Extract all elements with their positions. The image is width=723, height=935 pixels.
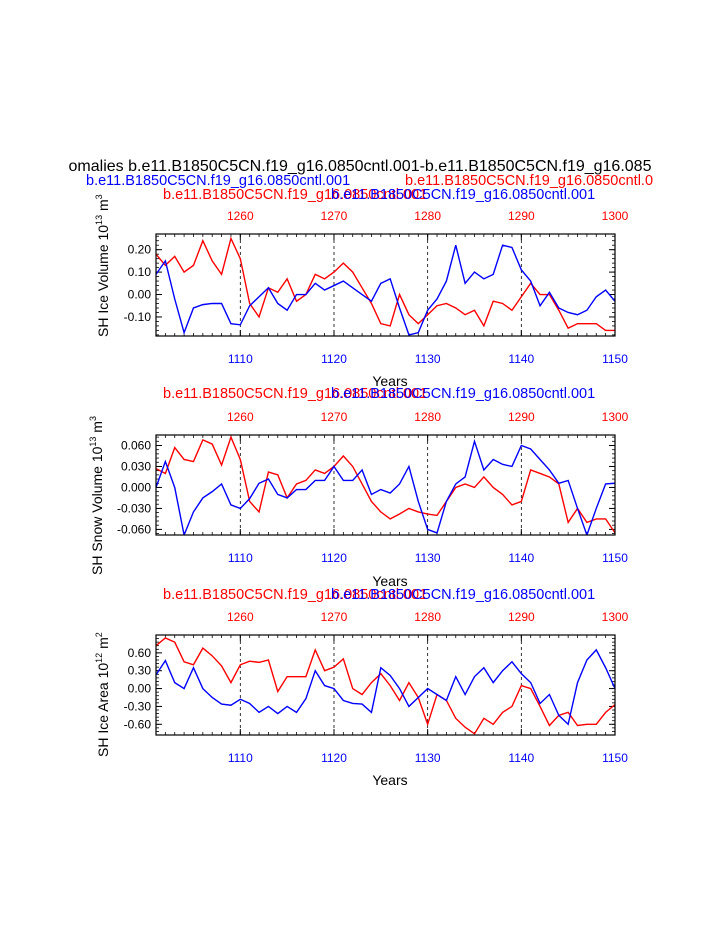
x-tick-label-top: 1260	[227, 410, 254, 424]
x-tick-label-top: 1280	[414, 410, 441, 424]
y-axis-label: SH Ice Area 1012 m2	[94, 632, 111, 757]
x-tick-label-top: 1300	[602, 610, 629, 624]
y-tick-label: 0.00	[128, 682, 152, 696]
y-axis-label: SH Ice Volume 1013 m3	[94, 194, 111, 337]
x-tick-label-bottom: 1110	[228, 751, 253, 765]
x-axis-label: Years	[372, 573, 407, 589]
main-title: omalies b.e11.B1850C5CN.f19_g16.0850cntl…	[69, 158, 652, 175]
x-tick-label-bottom: 1140	[508, 352, 534, 366]
y-tick-label: 0.060	[121, 438, 151, 452]
plot-frame	[155, 233, 616, 337]
series-line-red	[156, 236, 615, 332]
x-tick-label-top: 1300	[602, 410, 629, 424]
x-tick-label-bottom: 1130	[415, 551, 441, 565]
x-tick-label-top: 1290	[508, 410, 535, 424]
y-tick-label: 0.60	[128, 646, 152, 660]
panel-sh-ice-area: b.e11.B1850C5CN.f19_g16.0850cntl.001 b.e…	[94, 587, 629, 788]
plot-frame	[155, 634, 616, 736]
header-red-case-title: b.e11.B1850C5CN.f19_g16.0850cntl.0	[405, 173, 653, 189]
panel-red-title: b.e11.B1850C5CN.f19_g16.0850cntl.001	[163, 187, 427, 203]
x-axis-label: Years	[372, 772, 407, 788]
x-tick-label-bottom: 1140	[508, 551, 534, 565]
x-tick-label-bottom: 1150	[602, 551, 628, 565]
x-tick-label-top: 1270	[321, 410, 348, 424]
panel-red-title: b.e11.B1850C5CN.f19_g16.0850cntl.001	[163, 587, 427, 603]
plot-frame	[155, 434, 616, 536]
y-tick-label: 0.000	[121, 480, 151, 494]
series-line-blue	[156, 648, 615, 726]
x-tick-label-bottom: 1150	[602, 751, 628, 765]
header-blue-case-title: b.e11.B1850C5CN.f19_g16.0850cntl.001	[86, 173, 350, 189]
x-axis-label: Years	[372, 373, 407, 389]
x-tick-label-top: 1280	[414, 610, 441, 624]
x-tick-label-top: 1290	[508, 209, 535, 223]
y-tick-label: 0.030	[121, 459, 151, 473]
x-tick-label-top: 1260	[227, 610, 254, 624]
y-tick-label: 0.20	[128, 243, 152, 257]
series-line-red	[156, 637, 615, 735]
y-tick-label: 0.10	[128, 265, 152, 279]
x-tick-label-bottom: 1120	[321, 751, 347, 765]
y-tick-label: -0.10	[124, 310, 152, 324]
x-tick-label-top: 1270	[321, 209, 348, 223]
x-tick-label-top: 1270	[321, 610, 348, 624]
series-line-red	[156, 435, 615, 534]
x-tick-label-top: 1300	[602, 209, 629, 223]
x-tick-label-top: 1260	[227, 209, 254, 223]
series-line-blue	[156, 438, 615, 535]
x-tick-label-bottom: 1110	[228, 551, 253, 565]
x-tick-label-top: 1290	[508, 610, 535, 624]
panel-blue-title: b.e11.B1850C5CN.f19_g16.0850cntl.001	[331, 386, 595, 402]
x-tick-label-bottom: 1150	[602, 352, 628, 366]
y-tick-label: -0.060	[117, 522, 151, 536]
y-tick-label: 0.00	[128, 288, 152, 302]
y-tick-label: 0.30	[128, 664, 152, 678]
x-tick-label-bottom: 1110	[228, 352, 253, 366]
panel-sh-ice-volume: b.e11.B1850C5CN.f19_g16.0850cntl.001 b.e…	[94, 187, 629, 389]
x-tick-label-bottom: 1120	[321, 352, 347, 366]
series-line-blue	[156, 244, 615, 336]
y-tick-label: -0.30	[124, 699, 152, 713]
y-axis-label: SH Snow Volume 1013 m3	[88, 416, 105, 575]
panel-blue-title: b.e11.B1850C5CN.f19_g16.0850cntl.001	[331, 187, 595, 203]
x-tick-label-top: 1280	[414, 209, 441, 223]
x-tick-label-bottom: 1130	[415, 751, 441, 765]
panel-red-title: b.e11.B1850C5CN.f19_g16.0850cntl.001	[163, 386, 427, 402]
panel-sh-snow-volume: b.e11.B1850C5CN.f19_g16.0850cntl.001 b.e…	[88, 386, 629, 589]
y-tick-label: -0.60	[124, 717, 152, 731]
x-tick-label-bottom: 1130	[415, 352, 441, 366]
x-tick-label-bottom: 1140	[508, 751, 534, 765]
x-tick-label-bottom: 1120	[321, 551, 347, 565]
y-tick-label: -0.030	[117, 501, 151, 515]
panel-blue-title: b.e11.B1850C5CN.f19_g16.0850cntl.001	[331, 587, 595, 603]
